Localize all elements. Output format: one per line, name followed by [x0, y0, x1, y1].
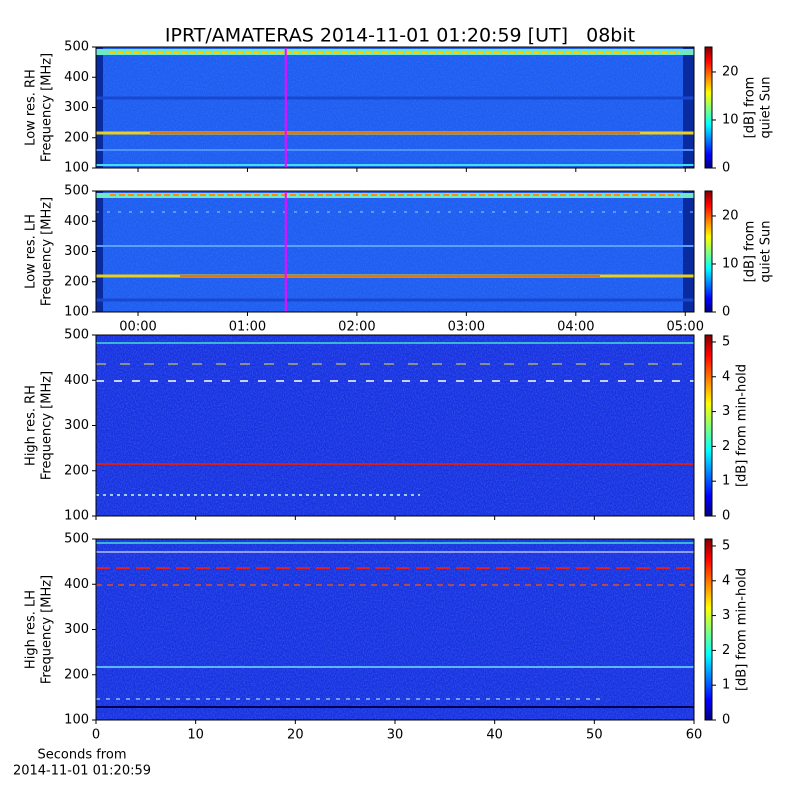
x-tick-label: 30	[387, 728, 404, 743]
y-tick-label: 300	[64, 244, 89, 259]
colorbar-tick-label: 0	[722, 305, 730, 320]
y-tick-label: 100	[64, 161, 89, 176]
x-tick-label: 01:00	[229, 320, 266, 335]
colorbar-tick-label: 1	[722, 678, 730, 693]
y-tick-label: 100	[64, 509, 89, 524]
y-axis-label: Frequency [MHz]	[40, 53, 55, 162]
colorbar-tick-label: 10	[722, 112, 739, 127]
colorbar-label: [dB] from	[743, 221, 758, 283]
colorbar	[705, 47, 712, 168]
y-tick-label: 400	[64, 577, 89, 592]
x-tick-label: 20	[287, 728, 304, 743]
y-tick-label: 500	[64, 184, 89, 199]
colorbar-frame	[704, 46, 713, 169]
chart-title: IPRT/AMATERAS 2014-11-01 01:20:59 [UT] 0…	[165, 25, 635, 47]
colorbar-tick-label: 3	[722, 608, 730, 623]
y-tick-label: 400	[64, 373, 89, 388]
x-tick-label: 05:00	[667, 320, 704, 335]
colorbar-tick-label: 0	[722, 509, 730, 524]
colorbar-frame	[704, 334, 713, 517]
colorbar-label: [dB] from	[743, 77, 758, 139]
colorbar-frame	[704, 538, 713, 721]
y-tick-label: 500	[64, 40, 89, 55]
x-tick-label: 00:00	[119, 320, 156, 335]
y-axis-label: Frequency [MHz]	[40, 575, 55, 684]
x-tick-label: 03:00	[448, 320, 485, 335]
colorbar-label: quiet Sun	[759, 220, 774, 282]
colorbar-tick-label: 4	[722, 369, 730, 384]
spectrogram-image	[96, 47, 694, 720]
y-tick-label: 200	[64, 667, 89, 682]
colorbar	[705, 539, 712, 720]
y-axis-label: Low res. RH	[24, 69, 39, 146]
colorbar-label: [dB] from min-hold	[735, 568, 750, 691]
y-axis-label: Low res. LH	[24, 214, 39, 289]
colorbar-tick-label: 10	[722, 256, 739, 271]
y-tick-label: 500	[64, 532, 89, 547]
colorbar-label: quiet Sun	[759, 76, 774, 138]
x-tick-label: 40	[486, 728, 503, 743]
y-tick-label: 500	[64, 328, 89, 343]
y-tick-label: 100	[64, 713, 89, 728]
y-tick-label: 200	[64, 274, 89, 289]
y-tick-label: 300	[64, 622, 89, 637]
y-tick-label: 400	[64, 70, 89, 85]
x-tick-label: 10	[187, 728, 204, 743]
x-tick-label: 04:00	[557, 320, 594, 335]
colorbar-tick-label: 5	[722, 334, 730, 349]
colorbar-tick-label: 1	[722, 474, 730, 489]
y-tick-label: 200	[64, 130, 89, 145]
colorbar-tick-label: 2	[722, 643, 730, 658]
x-tick-label: 02:00	[338, 320, 375, 335]
y-tick-label: 200	[64, 463, 89, 478]
colorbar-tick-label: 20	[722, 208, 739, 223]
colorbar	[705, 191, 712, 312]
colorbar-tick-label: 0	[722, 713, 730, 728]
y-axis-label: Frequency [MHz]	[40, 197, 55, 306]
y-tick-label: 300	[64, 418, 89, 433]
x-tick-label: 0	[92, 728, 100, 743]
y-tick-label: 300	[64, 100, 89, 115]
colorbar-label: [dB] from min-hold	[735, 364, 750, 487]
colorbar-tick-label: 2	[722, 439, 730, 454]
colorbar-frame	[704, 190, 713, 313]
y-axis-label: High res. RH	[24, 385, 39, 466]
x-axis-label: Seconds from	[37, 748, 126, 763]
x-tick-label: 50	[586, 728, 603, 743]
y-tick-label: 100	[64, 305, 89, 320]
x-tick-label: 60	[686, 728, 703, 743]
colorbar-tick-label: 4	[722, 573, 730, 588]
colorbar-tick-label: 5	[722, 538, 730, 553]
y-axis-label: Frequency [MHz]	[40, 371, 55, 480]
x-axis-label: 2014-11-01 01:20:59	[13, 764, 151, 779]
y-axis-label: High res. LH	[24, 590, 39, 669]
colorbar-tick-label: 20	[722, 64, 739, 79]
colorbar-tick-label: 0	[722, 161, 730, 176]
y-tick-label: 400	[64, 214, 89, 229]
colorbar-tick-label: 3	[722, 404, 730, 419]
colorbar	[705, 335, 712, 516]
